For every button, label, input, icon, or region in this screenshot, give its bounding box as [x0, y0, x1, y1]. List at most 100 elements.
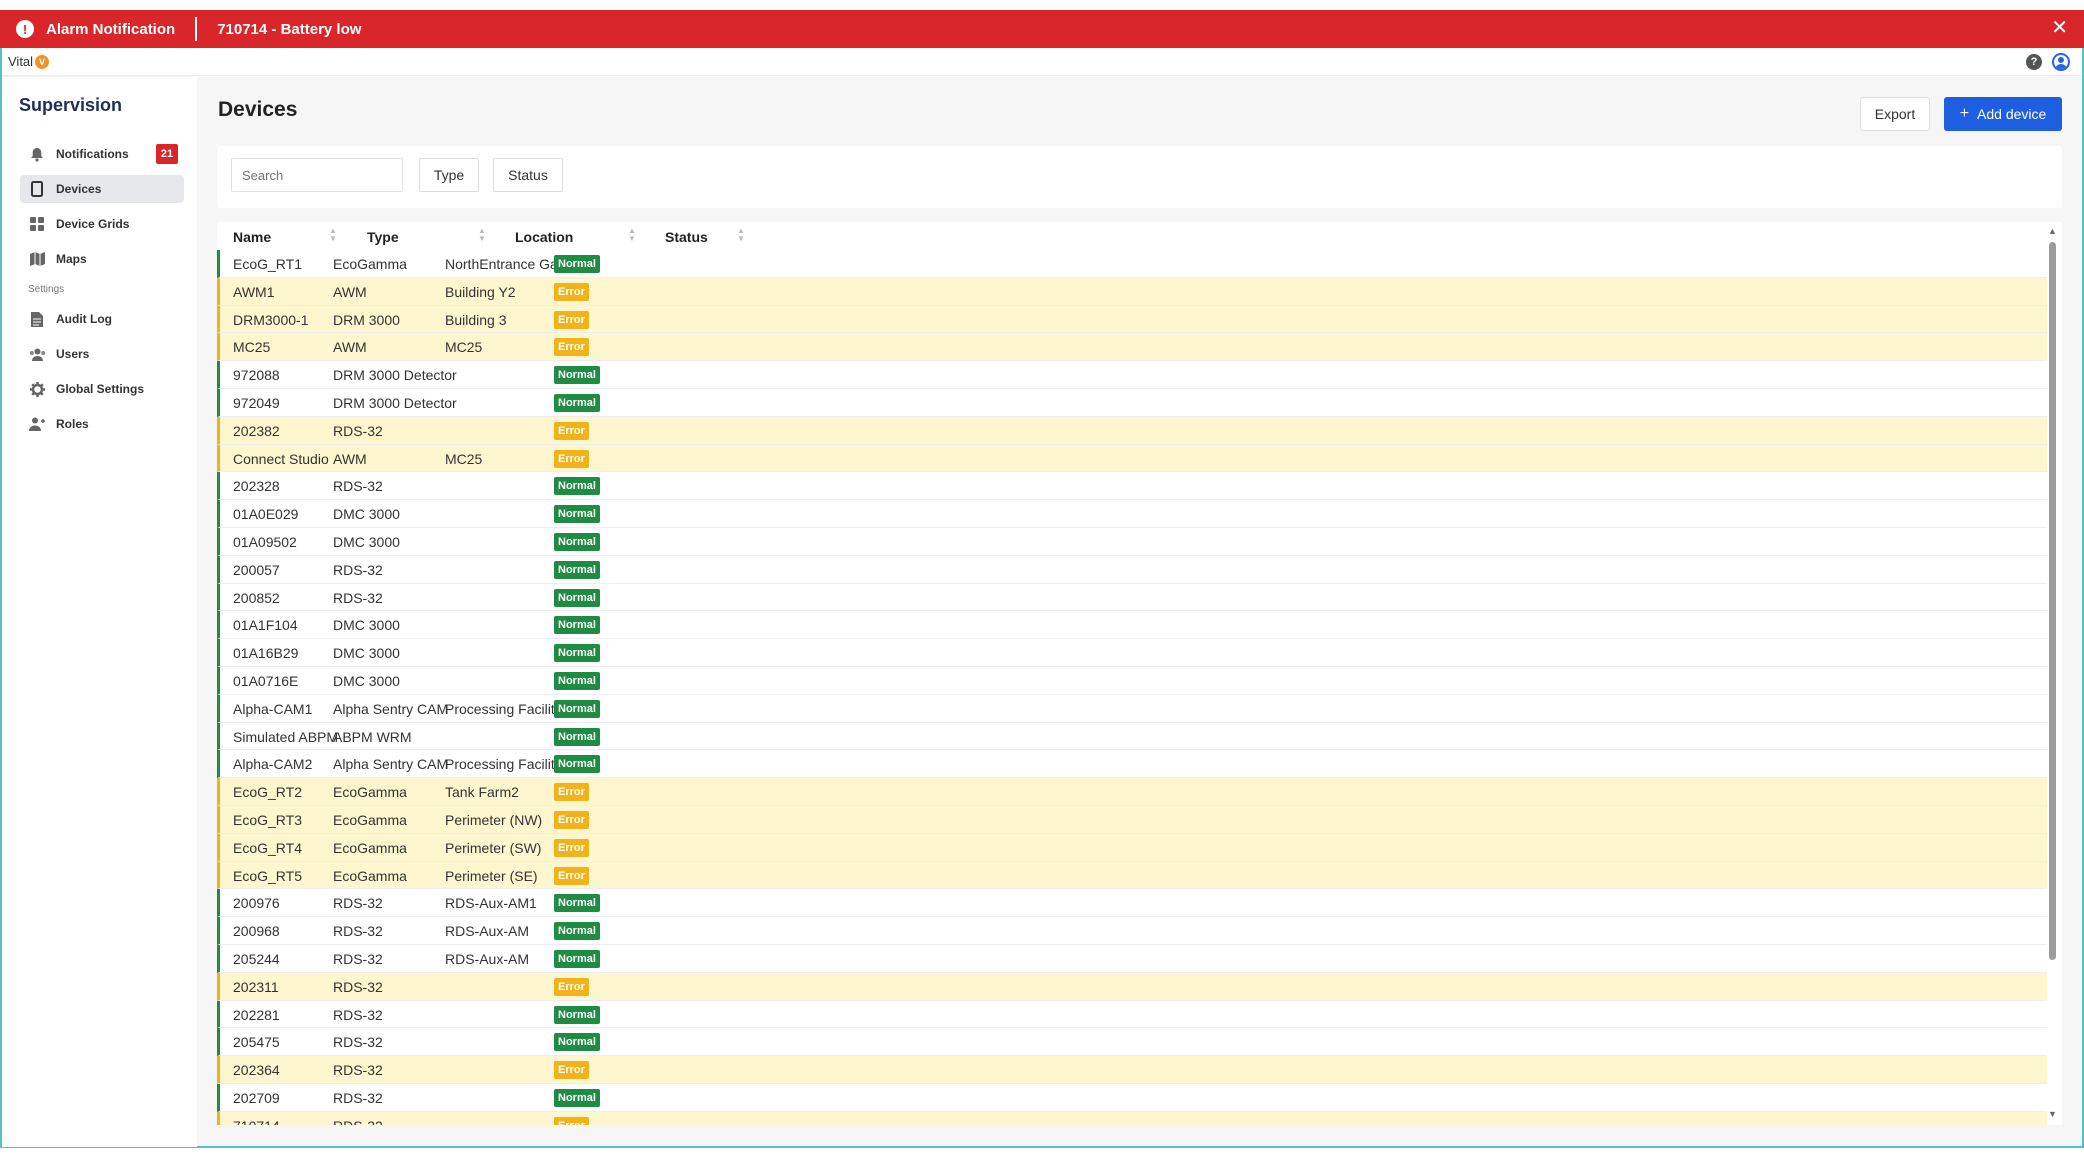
- device-type-cell: RDS-32: [333, 1089, 383, 1106]
- device-name-cell: 200057: [233, 561, 280, 578]
- table-row[interactable]: 200057 RDS-32 Normal: [217, 555, 2047, 584]
- scroll-down-arrow-icon[interactable]: ▼: [2048, 1109, 2057, 1119]
- status-badge: Error: [554, 282, 589, 301]
- status-badge: Normal: [554, 949, 600, 968]
- table-row[interactable]: 205475 RDS-32 Normal: [217, 1028, 2047, 1057]
- table-row[interactable]: 205244 RDS-32 RDS-Aux-AM Normal: [217, 944, 2047, 973]
- scroll-up-arrow-icon[interactable]: ▲: [2048, 226, 2057, 236]
- sort-icon[interactable]: ▲ ▼: [628, 226, 636, 243]
- status-badge: Normal: [554, 1033, 600, 1052]
- device-name-cell: 01A16B29: [233, 645, 299, 662]
- help-icon[interactable]: ?: [2026, 54, 2042, 70]
- alarm-message[interactable]: 710714 - Battery low: [217, 20, 362, 38]
- device-name-cell: Connect Studio: [233, 450, 329, 467]
- type-filter-button[interactable]: Type: [419, 158, 479, 192]
- user-account-icon[interactable]: [2052, 53, 2070, 71]
- table-row[interactable]: 202382 RDS-32 Error: [217, 416, 2047, 445]
- notification-count-badge: 21: [156, 144, 178, 164]
- column-header-name[interactable]: Name: [233, 229, 272, 245]
- sidebar-item-label: Devices: [56, 182, 102, 196]
- status-badge: Normal: [554, 560, 600, 579]
- sidebar-item-maps[interactable]: Maps: [20, 245, 184, 273]
- sidebar-item-audit-log[interactable]: Audit Log: [20, 305, 184, 333]
- brand[interactable]: Vital V: [8, 54, 50, 69]
- table-row[interactable]: Simulated ABPM ABPM WRM Normal: [217, 722, 2047, 751]
- table-row[interactable]: 200852 RDS-32 Normal: [217, 583, 2047, 612]
- table-row[interactable]: 972088 DRM 3000 Detector Normal: [217, 361, 2047, 389]
- table-row[interactable]: 710714 RDS-32 Error: [217, 1111, 2047, 1125]
- table-row[interactable]: EcoG_RT4 EcoGamma Perimeter (SW) Error: [217, 833, 2047, 862]
- table-row[interactable]: DRM3000-1 DRM 3000 Building 3 Error: [217, 305, 2047, 334]
- device-type-cell: DMC 3000: [333, 645, 400, 662]
- sort-icon[interactable]: ▲ ▼: [737, 226, 745, 243]
- status-badge: Normal: [554, 255, 600, 273]
- table-row[interactable]: 200976 RDS-32 RDS-Aux-AM1 Normal: [217, 889, 2047, 918]
- status-filter-button[interactable]: Status: [493, 158, 563, 192]
- device-name-cell: DRM3000-1: [233, 311, 309, 328]
- device-name-cell: 972049: [233, 394, 280, 411]
- table-row[interactable]: 200968 RDS-32 RDS-Aux-AM Normal: [217, 917, 2047, 945]
- sidebar: Supervision Notifications 21 Devices Dev…: [2, 77, 197, 1147]
- device-type-cell: AWM: [333, 283, 367, 300]
- search-input[interactable]: [231, 158, 403, 192]
- table-row[interactable]: 01A1F104 DMC 3000 Normal: [217, 611, 2047, 640]
- table-row[interactable]: 01A0E029 DMC 3000 Normal: [217, 500, 2047, 528]
- table-row[interactable]: Alpha-CAM2 Alpha Sentry CAM Processing Fac…: [217, 750, 2047, 779]
- table-row[interactable]: 972049 DRM 3000 Detector Normal: [217, 388, 2047, 417]
- table-row[interactable]: MC25 AWM MC25 Error: [217, 333, 2047, 362]
- table-row[interactable]: AWM1 AWM Building Y2 Error: [217, 277, 2047, 306]
- sidebar-item-label: Maps: [56, 252, 87, 266]
- sidebar-item-label: Users: [56, 347, 90, 361]
- sidebar-item-device-grids[interactable]: Device Grids: [20, 210, 184, 238]
- alarm-divider: [195, 17, 198, 41]
- sidebar-item-roles[interactable]: Roles: [20, 410, 184, 438]
- device-name-cell: 200852: [233, 589, 280, 606]
- device-location-cell: MC25: [445, 450, 483, 467]
- scrollbar-thumb[interactable]: [2049, 242, 2056, 960]
- table-row[interactable]: 01A0716E DMC 3000 Normal: [217, 666, 2047, 695]
- device-location-cell: Processing Facility: [445, 756, 562, 773]
- export-button[interactable]: Export: [1860, 97, 1930, 131]
- device-type-cell: DMC 3000: [333, 506, 400, 523]
- column-header-location[interactable]: Location: [515, 229, 574, 245]
- sort-icon[interactable]: ▲ ▼: [478, 226, 486, 243]
- vertical-scrollbar[interactable]: ▲ ▼: [2045, 222, 2059, 1125]
- table-row[interactable]: EcoG_RT1 EcoGamma NorthEntrance Gate Normal: [217, 250, 2047, 278]
- table-row[interactable]: EcoG_RT5 EcoGamma Perimeter (SE) Error: [217, 861, 2047, 890]
- device-type-cell: EcoGamma: [333, 867, 407, 884]
- sort-icon[interactable]: ▲ ▼: [329, 226, 337, 243]
- status-badge: Error: [554, 1116, 589, 1125]
- column-header-type[interactable]: Type: [367, 229, 399, 245]
- status-badge: Normal: [554, 894, 600, 913]
- table-row[interactable]: EcoG_RT3 EcoGamma Perimeter (NW) Error: [217, 805, 2047, 834]
- device-name-cell: Alpha-CAM2: [233, 756, 313, 773]
- users-icon: [28, 345, 46, 363]
- table-row[interactable]: 202328 RDS-32 Normal: [217, 472, 2047, 501]
- table-row[interactable]: Alpha-CAM1 Alpha Sentry CAM Processing Fac…: [217, 694, 2047, 723]
- table-row[interactable]: 01A16B29 DMC 3000 Normal: [217, 639, 2047, 667]
- device-name-cell: EcoG_RT1: [233, 256, 302, 272]
- device-type-cell: Alpha Sentry CAM: [333, 700, 449, 717]
- status-badge: Normal: [554, 532, 600, 551]
- device-type-cell: RDS-32: [333, 422, 383, 439]
- device-location-cell: Perimeter (SW): [445, 839, 542, 856]
- device-type-cell: Alpha Sentry CAM: [333, 756, 449, 773]
- table-row[interactable]: 202709 RDS-32 Normal: [217, 1083, 2047, 1112]
- sidebar-item-global-settings[interactable]: Global Settings: [20, 375, 184, 403]
- device-name-cell: EcoG_RT2: [233, 784, 302, 801]
- table-row[interactable]: Connect Studio AWM MC25 Error: [217, 444, 2047, 473]
- device-location-cell: MC25: [445, 339, 483, 356]
- sidebar-item-devices[interactable]: Devices: [20, 175, 184, 203]
- table-row[interactable]: 01A09502 DMC 3000 Normal: [217, 527, 2047, 556]
- sidebar-item-notifications[interactable]: Notifications 21: [20, 140, 184, 168]
- sidebar-item-users[interactable]: Users: [20, 340, 184, 368]
- close-icon[interactable]: ✕: [2051, 17, 2068, 39]
- device-type-cell: AWM: [333, 339, 367, 356]
- table-row[interactable]: 202281 RDS-32 Normal: [217, 1000, 2047, 1029]
- add-device-button[interactable]: + Add device: [1944, 97, 2062, 131]
- column-header-status[interactable]: Status: [665, 229, 708, 245]
- device-type-cell: RDS-32: [333, 978, 383, 995]
- table-row[interactable]: EcoG_RT2 EcoGamma Tank Farm2 Error: [217, 778, 2047, 806]
- table-row[interactable]: 202311 RDS-32 Error: [217, 972, 2047, 1001]
- table-row[interactable]: 202364 RDS-32 Error: [217, 1056, 2047, 1084]
